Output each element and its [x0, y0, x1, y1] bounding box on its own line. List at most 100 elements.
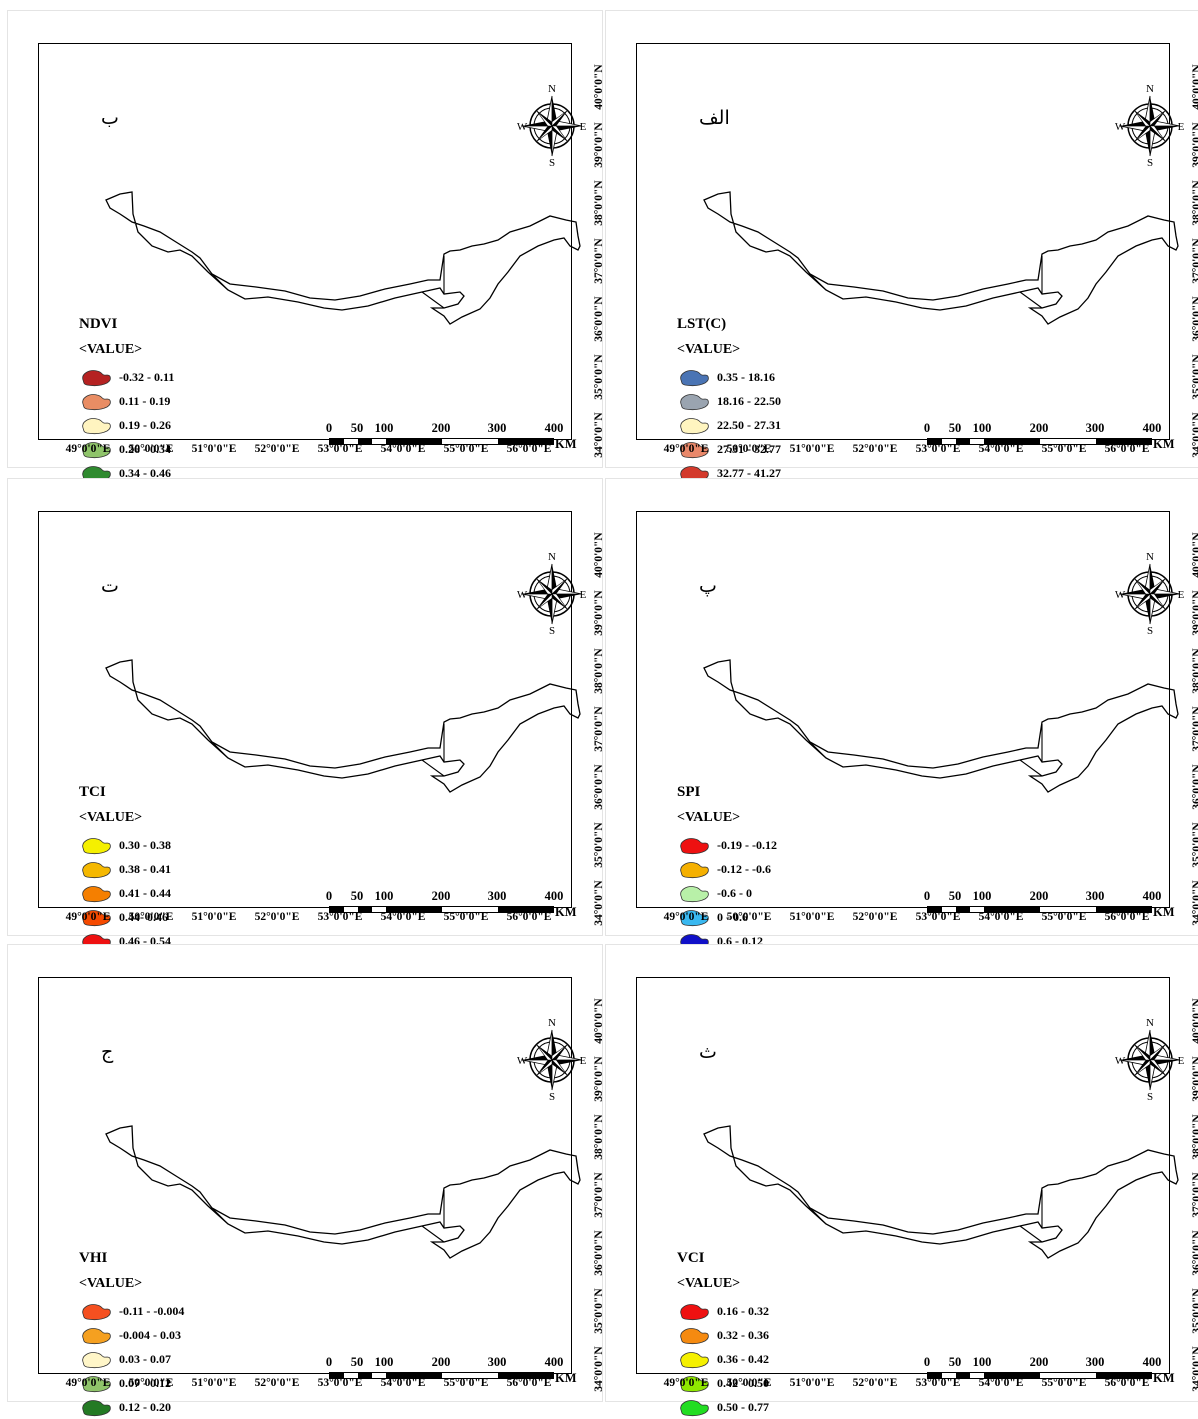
legend-item: 32.77 - 41.27 — [677, 461, 877, 485]
scale-label: 400 — [544, 1355, 564, 1369]
map-panel-lstc: الف N S W E LST(C) <VALUE> — [605, 10, 1198, 482]
scale-bar-graphic — [927, 438, 1152, 445]
legend-item-label: 0 - 0.6 — [717, 909, 748, 924]
svg-text:S: S — [1147, 625, 1153, 636]
panel-letter: الف — [699, 107, 730, 129]
scale-bar-graphic — [329, 438, 554, 445]
study-area-boundary — [105, 659, 581, 793]
legend-swatch-icon — [82, 394, 111, 410]
scale-unit: KM — [1153, 437, 1175, 451]
scale-label: 200 — [1029, 1355, 1049, 1369]
latitude-tick-label: 39°0'0"N — [1191, 590, 1198, 636]
panel-border — [605, 10, 1198, 468]
longitude-tick-label: 54°0'0"E — [380, 911, 426, 923]
longitude-tick-label: 53°0'0"E — [317, 443, 363, 455]
longitude-axis: 49°0'0"E 50°0'0"E 51°0'0"E 52°0'0"E 53°0'0"E… — [38, 1377, 572, 1397]
longitude-tick-label: 53°0'0"E — [915, 1377, 961, 1389]
legend-item-label: 0.03 - 0.07 — [119, 1351, 171, 1366]
scale-label: 300 — [487, 889, 507, 903]
map-frame: ج N S W E VHI <VALUE> - — [38, 977, 587, 1416]
scale-label: 0 — [325, 889, 333, 903]
latitude-tick-label: 38°0'0"N — [593, 1114, 605, 1160]
map-frame: الف N S W E LST(C) <VALUE> — [636, 43, 1185, 482]
longitude-tick-label: 55°0'0"E — [443, 911, 489, 923]
scale-label: 100 — [374, 1355, 394, 1369]
scale-label: 0 — [923, 421, 931, 435]
legend-item: 0.44- 0.46 — [79, 905, 279, 929]
legend-item-label: 0.36 - 0.42 — [717, 1351, 769, 1366]
legend-item-label: 0.34 - 0.46 — [119, 465, 171, 480]
legend-swatch-icon — [82, 442, 111, 458]
map-legend: NDVI <VALUE> -0.32 - 0.11 0.11 - 0.19 0.… — [79, 316, 279, 485]
latitude-axis: 34°0'0"N 35°0'0"N 36°0'0"N 37°0'0"N 38°0'0"N… — [1171, 511, 1198, 925]
latitude-tick-label: 34°0'0"N — [593, 880, 605, 926]
scale-label: 0 — [923, 889, 931, 903]
scale-label: 50 — [948, 421, 962, 435]
legend-item: 0.19 - 0.26 — [79, 413, 279, 437]
legend-item: 0.03 - 0.07 — [79, 1347, 279, 1371]
legend-subtitle: <VALUE> — [79, 810, 143, 825]
legend-title: LST(C) — [677, 316, 727, 332]
legend-item: 0.07 - 0.12 — [79, 1371, 279, 1395]
scale-label: 0 — [325, 1355, 333, 1369]
svg-text:E: E — [580, 121, 587, 133]
svg-text:W: W — [517, 1055, 528, 1067]
latitude-tick-label: 39°0'0"N — [593, 590, 605, 636]
legend-item: -0.004 - 0.03 — [79, 1323, 279, 1347]
svg-text:E: E — [580, 1055, 587, 1067]
panel-border — [7, 478, 603, 936]
latitude-tick-label: 36°0'0"N — [593, 764, 605, 810]
longitude-tick-label: 51°0'0"E — [789, 443, 835, 455]
longitude-tick-label: 55°0'0"E — [1041, 443, 1087, 455]
svg-text:N: N — [548, 83, 556, 95]
north-arrow-icon: N S W E — [1115, 551, 1185, 636]
svg-text:N: N — [1146, 551, 1154, 563]
legend-swatch-icon — [680, 886, 709, 902]
legend-item-label: 0.12 - 0.20 — [119, 1399, 171, 1414]
svg-text:N: N — [1146, 83, 1154, 95]
legend-swatch-icon — [680, 1304, 709, 1320]
panel-letter: پ — [699, 575, 717, 597]
longitude-tick-label: 54°0'0"E — [380, 443, 426, 455]
scale-label: 50 — [350, 1355, 364, 1369]
scale-label: 200 — [431, 421, 451, 435]
legend-item-label: 22.50 - 27.31 — [717, 417, 781, 432]
longitude-tick-label: 49°0'0"E — [65, 911, 111, 923]
legend-item: 27.31 - 32.77 — [677, 437, 877, 461]
scale-unit: KM — [1153, 1371, 1175, 1385]
north-arrow-icon: N S W E — [517, 551, 587, 636]
scale-bar-graphic — [329, 1372, 554, 1379]
scale-label: 300 — [487, 421, 507, 435]
longitude-tick-label: 53°0'0"E — [317, 911, 363, 923]
legend-swatch-icon — [82, 862, 111, 878]
legend-item-label: 0.26 - 0.34 — [119, 441, 171, 456]
latitude-tick-label: 40°0'0"N — [1191, 998, 1198, 1044]
longitude-tick-label: 55°0'0"E — [443, 1377, 489, 1389]
longitude-tick-label: 51°0'0"E — [191, 1377, 237, 1389]
legend-item: 0 - 0.6 — [677, 905, 877, 929]
legend-item: 0.12 - 0.20 — [79, 1395, 279, 1419]
longitude-tick-label: 49°0'0"E — [65, 443, 111, 455]
latitude-tick-label: 38°0'0"N — [1191, 1114, 1198, 1160]
legend-subtitle: <VALUE> — [677, 342, 741, 357]
study-area-boundary — [105, 1125, 581, 1259]
legend-swatch-icon — [680, 910, 709, 926]
latitude-tick-label: 38°0'0"N — [1191, 648, 1198, 694]
legend-item: 0.41 - 0.44 — [79, 881, 279, 905]
svg-text:S: S — [1147, 1091, 1153, 1102]
legend-item-label: 18.16 - 22.50 — [717, 393, 781, 408]
scale-label: 0 — [325, 421, 333, 435]
scale-bar: 0 50 100 200 300 400 KM — [325, 889, 577, 929]
north-arrow-icon: N S W E — [517, 1017, 587, 1102]
scale-bar: 0 50 100 200 300 400 KM — [325, 1355, 577, 1395]
svg-text:N: N — [548, 551, 556, 563]
legend-item: 0.50 - 0.77 — [677, 1395, 877, 1419]
legend-swatch-icon — [82, 418, 111, 434]
north-arrow-icon: N S W E — [517, 83, 587, 168]
scale-label: 400 — [1142, 421, 1162, 435]
longitude-tick-label: 54°0'0"E — [380, 1377, 426, 1389]
longitude-tick-label: 50°0'0"E — [128, 911, 174, 923]
legend-subtitle: <VALUE> — [79, 1276, 143, 1291]
longitude-tick-label: 51°0'0"E — [789, 1377, 835, 1389]
latitude-tick-label: 34°0'0"N — [1191, 412, 1198, 458]
